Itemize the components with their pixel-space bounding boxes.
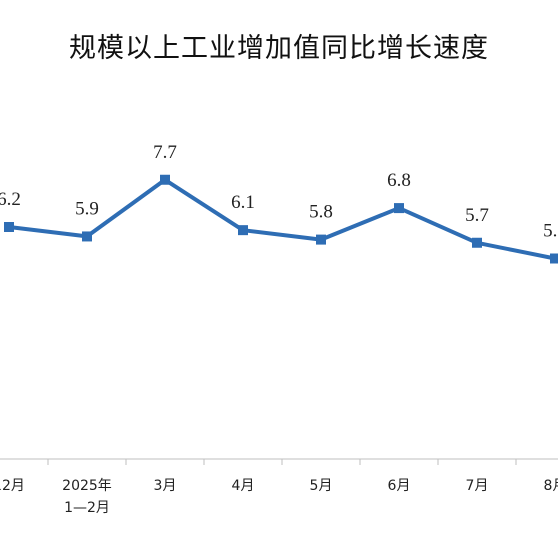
chart-title: 规模以上工业增加值同比增长速度 <box>69 33 489 64</box>
x-tick-label: 8月 <box>544 478 558 494</box>
data-point <box>394 203 404 214</box>
data-label: 5.2 <box>543 221 558 242</box>
x-tick-label: 4月 <box>232 478 255 494</box>
x-tick-label: 12月 <box>0 478 25 494</box>
x-tick-label: 3月 <box>154 478 177 494</box>
x-tick-label: 7月 <box>466 478 489 494</box>
x-tick-label: 1—2月 <box>64 500 110 516</box>
data-point <box>472 237 482 248</box>
data-label: 6.2 <box>0 189 21 210</box>
data-point <box>238 225 248 236</box>
data-label: 7.7 <box>153 142 177 163</box>
data-point <box>160 174 170 185</box>
x-tick-label: 5月 <box>310 478 333 494</box>
data-point <box>316 234 326 245</box>
data-label: 5.7 <box>465 205 489 226</box>
x-tick-label: 6月 <box>388 478 411 494</box>
data-point <box>4 222 14 232</box>
data-point <box>550 253 558 264</box>
data-label: 5.9 <box>75 198 99 219</box>
data-point <box>82 231 92 242</box>
series-line <box>7 177 557 261</box>
x-tick-label: 2025年 <box>62 478 112 494</box>
data-label: 6.1 <box>231 192 255 213</box>
data-label: 5.8 <box>309 202 333 223</box>
data-label: 6.8 <box>387 170 411 191</box>
